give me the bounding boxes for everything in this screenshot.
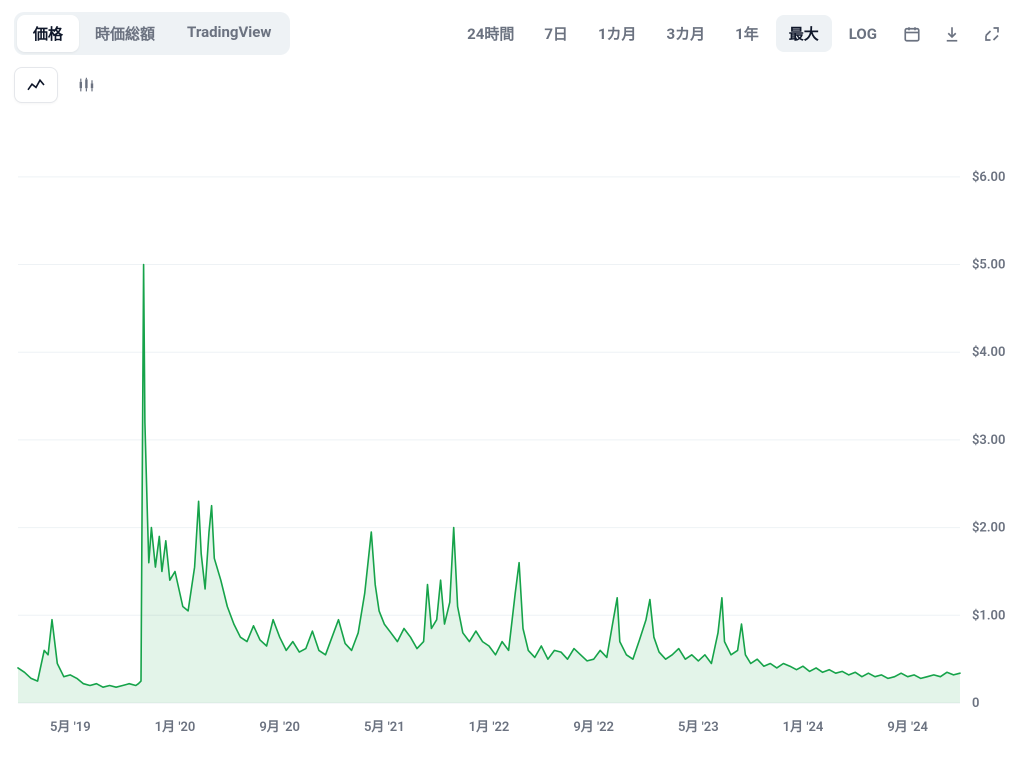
price-chart: 0 $1.00 $2.00 $3.00 $4.00 $5.00 $6.00 5月 '19 1月 … (0, 113, 1024, 783)
svg-text:1月 '24: 1月 '24 (783, 720, 824, 735)
tab-price[interactable]: 価格 (17, 15, 79, 52)
chart-type-line[interactable] (14, 67, 58, 103)
range-7d[interactable]: 7日 (531, 15, 581, 52)
range-1m[interactable]: 1カ月 (585, 15, 650, 52)
svg-text:1月 '20: 1月 '20 (155, 720, 196, 735)
range-3m[interactable]: 3カ月 (654, 15, 719, 52)
expand-icon[interactable] (974, 16, 1010, 52)
svg-text:1月 '22: 1月 '22 (469, 720, 510, 735)
svg-text:$6.00: $6.00 (972, 170, 1005, 185)
svg-text:9月 '22: 9月 '22 (573, 720, 614, 735)
svg-text:9月 '24: 9月 '24 (887, 720, 928, 735)
calendar-icon[interactable] (894, 16, 930, 52)
svg-text:5月 '23: 5月 '23 (678, 720, 719, 735)
range-24h[interactable]: 24時間 (454, 15, 527, 52)
toolbar-left: 価格 時価総額 TradingView (14, 12, 290, 55)
svg-text:9月 '20: 9月 '20 (259, 720, 300, 735)
svg-text:5月 '21: 5月 '21 (364, 720, 405, 735)
toolbar-right: 24時間 7日 1カ月 3カ月 1年 最大 LOG (454, 15, 1010, 52)
svg-text:0: 0 (972, 696, 979, 711)
svg-text:$2.00: $2.00 (972, 521, 1005, 536)
range-1y[interactable]: 1年 (722, 15, 772, 52)
range-max[interactable]: 最大 (776, 15, 832, 52)
svg-text:$3.00: $3.00 (972, 433, 1005, 448)
tab-marketcap[interactable]: 時価総額 (79, 15, 171, 52)
toolbar: 価格 時価総額 TradingView 24時間 7日 1カ月 3カ月 1年 最… (0, 0, 1024, 63)
svg-text:5月 '19: 5月 '19 (50, 720, 91, 735)
chart-area[interactable]: 0 $1.00 $2.00 $3.00 $4.00 $5.00 $6.00 5月 '19 1月 … (0, 113, 1024, 783)
chart-type-row (0, 63, 1024, 113)
download-icon[interactable] (934, 16, 970, 52)
svg-text:$5.00: $5.00 (972, 258, 1005, 273)
chart-type-candle[interactable] (64, 67, 108, 103)
svg-text:$4.00: $4.00 (972, 345, 1005, 360)
log-toggle[interactable]: LOG (836, 17, 890, 51)
tab-tradingview[interactable]: TradingView (171, 15, 287, 52)
svg-text:$1.00: $1.00 (972, 608, 1005, 623)
main-tab-group: 価格 時価総額 TradingView (14, 12, 290, 55)
